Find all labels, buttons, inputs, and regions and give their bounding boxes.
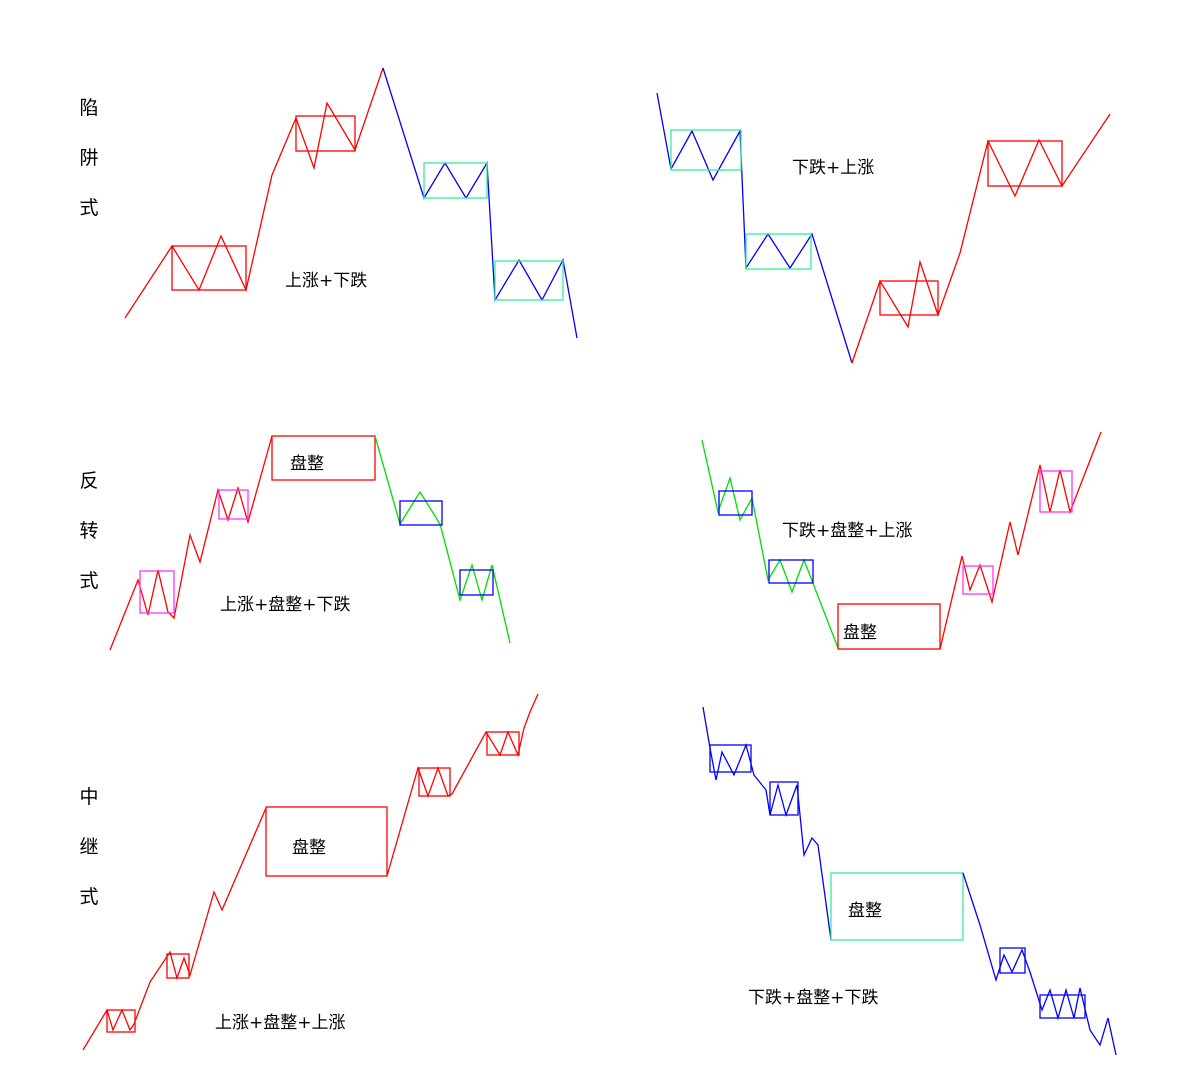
consolidation-box — [745, 233, 812, 270]
caption-reversal-right: 下跌+盘整+上涨 — [782, 521, 913, 541]
down-trend-line — [701, 439, 839, 649]
consolidation-box — [830, 872, 964, 941]
down-trend-line — [702, 706, 832, 941]
caption-trap-left: 上涨+下跌 — [285, 271, 368, 291]
consolidation-box — [486, 731, 520, 756]
consolidation-box — [718, 490, 753, 516]
up-trend-line — [124, 67, 384, 319]
panel-relay-left — [82, 693, 539, 1051]
row-label-char: 式 — [79, 886, 99, 908]
row-label-trap: 陷 阱 式 — [74, 83, 104, 233]
panel-trap-right — [656, 92, 1111, 364]
consolidation-box — [768, 559, 814, 584]
consolidation-label: 盘整 — [292, 838, 326, 858]
row-label-char: 继 — [79, 836, 99, 858]
row-label-relay: 中 继 式 — [74, 772, 104, 922]
row-label-char: 式 — [79, 570, 99, 592]
consolidation-box — [879, 280, 939, 316]
down-trend-line — [382, 67, 578, 339]
panel-reversal-left — [109, 435, 511, 651]
consolidation-box — [271, 435, 376, 481]
panel-reversal-right — [701, 431, 1102, 650]
consolidation-box — [1039, 470, 1073, 513]
row-label-char: 式 — [79, 197, 99, 219]
panel-trap-left — [124, 67, 578, 339]
up-trend-line — [939, 431, 1102, 650]
consolidation-box — [166, 953, 190, 979]
consolidation-box — [218, 489, 249, 520]
consolidation-box — [999, 947, 1026, 974]
consolidation-box — [295, 115, 356, 152]
row-label-char: 反 — [79, 470, 99, 492]
row-label-char: 阱 — [79, 147, 99, 169]
consolidation-box — [837, 603, 941, 650]
consolidation-box — [494, 260, 564, 301]
consolidation-box — [962, 565, 994, 595]
panel-relay-right — [702, 706, 1117, 1056]
down-trend-line — [374, 435, 511, 644]
consolidation-box — [399, 500, 443, 526]
consolidation-box — [987, 140, 1063, 187]
consolidation-label: 盘整 — [290, 454, 324, 474]
up-trend-line — [851, 113, 1111, 364]
row-label-reversal: 反 转 式 — [74, 456, 104, 606]
consolidation-box — [459, 569, 494, 596]
consolidation-box — [769, 781, 799, 816]
consolidation-box — [670, 129, 742, 171]
up-trend-line — [386, 693, 539, 877]
consolidation-box — [709, 744, 752, 773]
consolidation-box — [423, 162, 488, 199]
consolidation-box — [171, 245, 247, 291]
consolidation-box — [139, 570, 175, 614]
caption-relay-left: 上涨+盘整+上涨 — [215, 1013, 346, 1033]
consolidation-label: 盘整 — [848, 901, 882, 921]
consolidation-box — [106, 1009, 136, 1033]
row-label-char: 转 — [79, 520, 99, 542]
down-trend-line — [962, 872, 1117, 1056]
consolidation-box — [418, 767, 451, 797]
row-label-char: 陷 — [79, 97, 99, 119]
row-label-char: 中 — [79, 786, 99, 808]
caption-relay-right: 下跌+盘整+下跌 — [748, 988, 879, 1008]
up-trend-line — [109, 435, 273, 651]
consolidation-box — [265, 806, 388, 877]
consolidation-box — [1039, 994, 1086, 1019]
caption-trap-right: 下跌+上涨 — [792, 158, 875, 178]
down-trend-line — [656, 92, 853, 364]
caption-reversal-left: 上涨+盘整+下跌 — [220, 595, 351, 615]
consolidation-label: 盘整 — [843, 623, 877, 643]
up-trend-line — [82, 807, 267, 1051]
